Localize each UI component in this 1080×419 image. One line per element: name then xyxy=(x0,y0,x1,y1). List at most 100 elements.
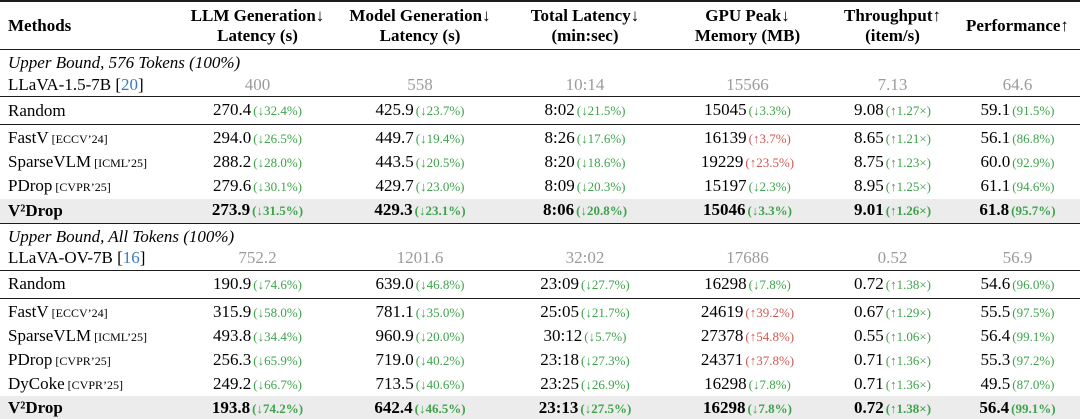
citation-link[interactable]: 20 xyxy=(121,74,139,94)
col-header-line1: LLM Generation↓ xyxy=(190,6,325,25)
cell-methods: FastV [ECCV’24] xyxy=(0,124,180,151)
delta-note: (↑1.23×) xyxy=(885,155,931,170)
baseline-value: 10:14 xyxy=(565,74,605,94)
delta-note: (↓23.7%) xyxy=(415,103,465,118)
delta-note: (99.1%) xyxy=(1011,400,1056,416)
metric-value: 273.9 xyxy=(211,200,251,219)
col-header-total-latency: Total Latency↓ (min:sec) xyxy=(505,1,665,50)
delta-note: (↑1.06×) xyxy=(885,328,931,344)
cell-methods: Random xyxy=(0,96,180,125)
cell-llm-latency: 270.4 (↓32.4%) xyxy=(180,96,335,125)
cell-total-latency: 30:12 (↓5.7%) xyxy=(505,324,665,348)
delta-note: (↓65.9%) xyxy=(253,352,302,368)
cell-throughput: 0.71 (↑1.36×) xyxy=(830,348,955,372)
baseline-value: 15566 xyxy=(726,74,769,94)
baseline-value: 7.13 xyxy=(877,74,908,94)
cell-model-latency: 1201.6 xyxy=(335,247,505,271)
col-header-line2: (item/s) xyxy=(865,26,920,45)
citation-bracket-open: [ xyxy=(111,74,122,94)
metric-value: 55.3 xyxy=(980,349,1011,369)
delta-note: (↓31.5%) xyxy=(252,203,304,218)
metric-value: 15046 xyxy=(703,200,746,219)
delta-note: (↓40.2%) xyxy=(415,352,465,368)
metric-value: 190.9 xyxy=(213,273,252,293)
delta-note: (↓2.3%) xyxy=(748,179,791,194)
metric-value: 61.1 xyxy=(980,176,1011,195)
cell-model-latency: 781.1 (↓35.0%) xyxy=(335,297,505,324)
delta-note: (86.8%) xyxy=(1012,131,1055,146)
cell-llm-latency: 288.2 (↓28.0%) xyxy=(180,151,335,175)
baseline-row: LLaVA-OV-7B [16] 752.2 1201.6 32:02 17686 0.5… xyxy=(0,247,1080,271)
metric-value: 279.6 xyxy=(213,176,252,195)
col-header-line1: GPU Peak↓ xyxy=(705,6,790,25)
row-random: Random 190.9 (↓74.6%) 639.0 (↓46.8%) 23:09 (↓2… xyxy=(0,269,1080,298)
delta-note: (↓74.6%) xyxy=(253,276,302,292)
col-header-line2: Memory (MB) xyxy=(694,26,801,45)
metric-value: 315.9 xyxy=(213,301,252,321)
metric-value: 639.0 xyxy=(375,273,414,293)
cell-throughput: 0.55 (↑1.06×) xyxy=(830,324,955,348)
cell-methods: LLaVA-1.5-7B [20] xyxy=(0,73,180,97)
metric-value: 24619 xyxy=(700,301,744,321)
metric-value: 429.3 xyxy=(374,200,413,219)
metric-value: 27378 xyxy=(700,325,744,345)
baseline-value: 0.52 xyxy=(877,248,908,267)
method-name: DyCoke xyxy=(8,373,65,393)
delta-note: (↓74.2%) xyxy=(252,400,304,416)
cell-performance: 64.6 xyxy=(955,73,1080,97)
metric-value: 8.65 xyxy=(854,128,884,147)
delta-note: (↓32.4%) xyxy=(253,103,302,118)
cell-llm-latency: 249.2 (↓66.7%) xyxy=(180,372,335,396)
delta-note: (96.0%) xyxy=(1012,276,1055,292)
delta-note: (↓7.8%) xyxy=(748,376,791,392)
col-header-gpu-memory: GPU Peak↓ Memory (MB) xyxy=(665,1,830,50)
delta-note: (↑54.8%) xyxy=(745,328,795,344)
cell-methods: DyCoke [CVPR’25] xyxy=(0,372,180,396)
delta-note: (↓46.5%) xyxy=(414,400,466,416)
cell-methods: PDrop [CVPR’25] xyxy=(0,175,180,199)
metric-value: 294.0 xyxy=(213,128,252,147)
row-fastv: FastV [ECCV’24] 294.0 (↓26.5%) 449.7 (↓19.4%)… xyxy=(0,124,1080,151)
method-name: Random xyxy=(8,274,66,293)
delta-note: (↑1.26×) xyxy=(885,203,932,218)
cell-llm-latency: 752.2 xyxy=(180,247,335,271)
delta-note: (↓20.3%) xyxy=(576,179,626,194)
method-name: FastV xyxy=(8,128,49,147)
metric-value: 960.9 xyxy=(375,325,414,345)
metric-value: 8:06 xyxy=(542,200,575,219)
cell-performance: 56.9 xyxy=(955,247,1080,271)
cell-gpu-memory: 27378 (↑54.8%) xyxy=(665,324,830,348)
delta-note: (↓7.8%) xyxy=(748,276,791,292)
venue-tag: [CVPR’25] xyxy=(55,180,111,194)
col-header-label: Methods xyxy=(8,16,72,35)
metric-value: 56.4 xyxy=(979,397,1010,417)
cell-llm-latency: 256.3 (↓65.9%) xyxy=(180,348,335,372)
delta-note: (↓3.3%) xyxy=(747,203,792,218)
metric-value: 0.71 xyxy=(854,349,884,369)
citation-link[interactable]: 16 xyxy=(122,248,140,267)
baseline-row: LLaVA-1.5-7B [20] 400 558 10:14 15566 7.13 64.… xyxy=(0,73,1080,97)
row-random: Random 270.4 (↓32.4%) 425.9 (↓23.7%) 8:02 (↓21… xyxy=(0,96,1080,125)
metric-value: 781.1 xyxy=(375,301,414,321)
delta-note: (↓23.0%) xyxy=(415,179,465,194)
cell-gpu-memory: 24371 (↑37.8%) xyxy=(665,348,830,372)
cell-performance: 56.4 (99.1%) xyxy=(955,396,1080,419)
cell-gpu-memory: 15046 (↓3.3%) xyxy=(665,198,830,223)
delta-note: (↓17.6%) xyxy=(576,131,626,146)
method-name: PDrop xyxy=(8,176,53,195)
metric-value: 8.95 xyxy=(854,176,884,195)
metric-value: 55.5 xyxy=(980,301,1011,321)
delta-note: (↓5.7%) xyxy=(584,328,627,344)
method-name: Random xyxy=(8,100,66,120)
metric-value: 493.8 xyxy=(213,325,252,345)
cell-methods: V²Drop xyxy=(0,198,180,223)
delta-note: (↓20.0%) xyxy=(415,328,465,344)
delta-note: (↓58.0%) xyxy=(253,304,302,320)
delta-note: (↓46.8%) xyxy=(415,276,465,292)
col-header-llm-latency: LLM Generation↓ Latency (s) xyxy=(180,1,335,50)
col-header-line2: Latency (s) xyxy=(379,26,461,45)
metric-value: 23:25 xyxy=(540,373,579,393)
cell-gpu-memory: 17686 xyxy=(665,247,830,271)
venue-tag: [ECCV’24] xyxy=(51,132,108,146)
